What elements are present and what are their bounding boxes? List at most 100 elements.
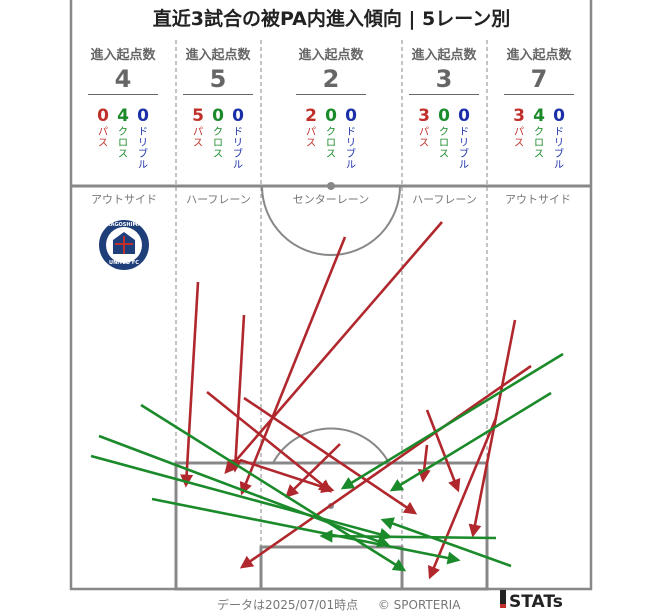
lane-4-cross: 0 クロス <box>433 106 455 161</box>
dribble-label: ドリブル <box>554 127 564 171</box>
center-circle <box>261 185 401 256</box>
cross-label: クロス <box>326 127 336 160</box>
lane-name-2: ハーフレーン <box>186 193 251 206</box>
lane-4-pass: 3 パス <box>413 106 435 150</box>
dribble-count: 0 <box>232 106 244 126</box>
pass-count: 5 <box>192 106 204 126</box>
pass-label: パス <box>98 127 108 149</box>
cross-count: 4 <box>117 106 129 126</box>
lane-header-5: 進入起点数 7 <box>499 44 579 95</box>
lane-5-pass: 3 パス <box>508 106 530 150</box>
divider <box>183 94 253 95</box>
lane-total: 5 <box>209 65 227 93</box>
brand-logo: STATs <box>500 590 563 612</box>
pass-arrow <box>239 458 335 493</box>
pass-count: 3 <box>513 106 525 126</box>
cross-arrow <box>340 352 564 490</box>
pass-label: パス <box>419 127 429 149</box>
pass-label: パス <box>193 127 203 149</box>
dribble-count: 0 <box>345 106 357 126</box>
divider <box>409 94 479 95</box>
lane-header-label: 進入起点数 <box>506 48 572 63</box>
cross-count: 0 <box>212 106 224 126</box>
credit: © SPORTERIA <box>377 598 461 612</box>
dribble-count: 0 <box>458 106 470 126</box>
lane-total: 4 <box>114 65 132 93</box>
pass-count: 3 <box>418 106 430 126</box>
lane-2-pass: 5 パス <box>187 106 209 150</box>
lane-5-cross: 4 クロス <box>528 106 550 161</box>
pass-count: 0 <box>97 106 109 126</box>
lane-2-dribble: 0 ドリブル <box>227 106 249 172</box>
lane-1-cross: 4 クロス <box>112 106 134 161</box>
data-timestamp: データは2025/07/01時点 <box>217 598 359 612</box>
cross-arrow <box>380 517 512 568</box>
pass-arrows <box>180 221 532 580</box>
dribble-label: ドリブル <box>233 127 243 171</box>
lane-name-4: ハーフレーン <box>412 193 477 206</box>
lane-header-2: 進入起点数 5 <box>178 44 258 95</box>
cross-count: 4 <box>533 106 545 126</box>
logo-text-bottom: UNITED FC <box>109 260 139 266</box>
logo-text-top: KAGOSHIMA <box>106 222 142 228</box>
lane-1-dribble: 0 ドリブル <box>132 106 154 172</box>
pass-count: 2 <box>305 106 317 126</box>
pass-arrow <box>239 364 532 569</box>
cross-arrow <box>140 403 407 572</box>
cross-arrow <box>151 497 461 565</box>
cross-label: クロス <box>439 127 449 160</box>
pass-label: パス <box>306 127 316 149</box>
lane-3-cross: 0 クロス <box>320 107 342 161</box>
lane-3-pass: 2 パス <box>300 106 322 150</box>
cross-arrow <box>90 454 393 541</box>
brand-name: STATs <box>509 592 563 612</box>
pass-arrow <box>417 444 431 483</box>
pass-arrow <box>224 221 443 474</box>
pass-arrow <box>427 417 498 580</box>
lane-4-dribble: 0 ドリブル <box>453 106 475 172</box>
lane-header-label: 進入起点数 <box>411 48 477 63</box>
lane-header-label: 進入起点数 <box>185 48 251 63</box>
dribble-label: ドリブル <box>459 127 469 171</box>
cross-arrow <box>319 529 497 543</box>
lane-header-4: 進入起点数 3 <box>404 44 484 95</box>
pass-arrow <box>285 443 341 498</box>
brand-mark-icon <box>500 590 506 608</box>
lane-total: 2 <box>322 65 340 93</box>
center-spot <box>327 182 335 190</box>
lane-3-dribble: 0 ドリブル <box>340 106 362 172</box>
divider <box>296 94 366 95</box>
footer: データは2025/07/01時点 © SPORTERIA <box>217 596 460 613</box>
pass-label: パス <box>514 127 524 149</box>
lane-header-label: 進入起点数 <box>90 48 156 63</box>
team-logo <box>99 220 149 270</box>
lane-2-cross: 0 クロス <box>207 106 229 161</box>
cross-label: クロス <box>213 127 223 160</box>
dribble-label: ドリブル <box>138 127 148 171</box>
divider <box>88 94 158 95</box>
pass-arrow <box>206 390 333 493</box>
cross-count: 0 <box>438 106 450 126</box>
lane-5-dribble: 0 ドリブル <box>548 106 570 172</box>
dribble-count: 0 <box>553 106 565 126</box>
lane-header-label: 進入起点数 <box>298 48 364 63</box>
goal-area <box>259 545 404 591</box>
pass-arrow <box>180 281 200 488</box>
cross-arrow <box>98 434 391 548</box>
cross-arrow <box>389 391 552 492</box>
cross-label: クロス <box>118 127 128 160</box>
cross-label: クロス <box>534 127 544 160</box>
pass-arrow <box>229 314 246 473</box>
lane-total: 7 <box>530 65 548 93</box>
lane-name-5: アウトサイド <box>505 193 571 206</box>
lane-name-3: センターレーン <box>292 193 370 206</box>
lane-header-1: 進入起点数 4 <box>83 44 163 95</box>
pass-arrow <box>425 409 461 493</box>
lane-1-pass: 0 パス <box>92 106 114 150</box>
dribble-count: 0 <box>137 106 149 126</box>
divider <box>504 94 574 95</box>
penalty-arc <box>272 427 390 464</box>
cross-arrows <box>90 352 564 572</box>
page-title: 直近3試合の被PA内進入傾向 | 5レーン別 <box>152 8 511 30</box>
